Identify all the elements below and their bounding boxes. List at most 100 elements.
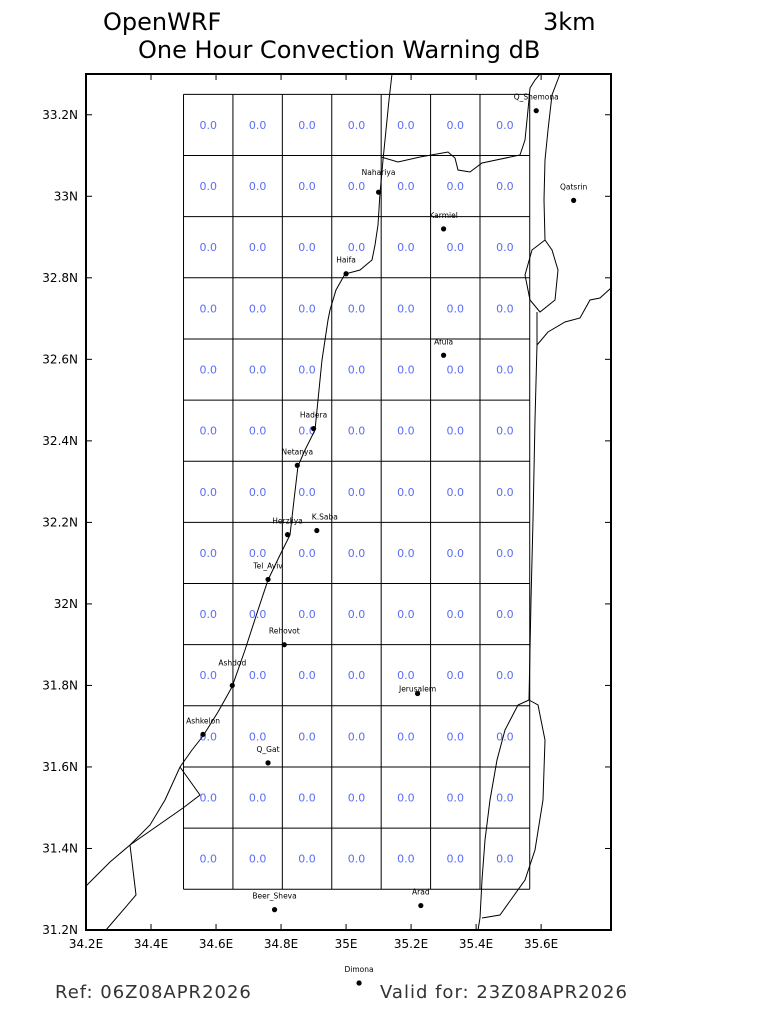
city-label: Beer_Sheva	[252, 892, 296, 901]
grid-cell-value: 0.0	[397, 119, 415, 132]
city-dot	[418, 902, 424, 909]
city-dot	[265, 576, 271, 583]
grid-cell-value: 0.0	[447, 119, 465, 132]
grid-cell-value: 0.0	[397, 547, 415, 560]
grid-cell-value: 0.0	[397, 608, 415, 621]
city-label: K.Saba	[312, 513, 338, 522]
grid-cell-value: 0.0	[298, 486, 316, 499]
grid-cell-value: 0.0	[298, 180, 316, 193]
grid-cell-value: 0.0	[249, 608, 267, 621]
grid-cell-value: 0.0	[298, 730, 316, 743]
city-dot	[294, 462, 300, 468]
city-label: Rehovot	[269, 627, 300, 636]
grid-cell-value: 0.0	[447, 486, 465, 499]
grid-cell-value: 0.0	[397, 425, 415, 438]
y-tick-label: 32.4N	[42, 434, 78, 448]
y-tick-label: 31.6N	[42, 760, 78, 774]
grid-cell-value: 0.0	[199, 669, 217, 682]
grid-cell-value: 0.0	[249, 364, 267, 377]
city-label: Jerusalem	[398, 685, 436, 694]
grid-cell-value: 0.0	[298, 364, 316, 377]
x-tick-label: 35.2E	[394, 937, 428, 951]
grid-cell-value: 0.0	[298, 669, 316, 682]
city-dot	[310, 426, 317, 432]
grid-cell-value: 0.0	[348, 180, 366, 193]
grid-cell-value: 0.0	[249, 730, 267, 743]
grid-cell-value: 0.0	[348, 119, 366, 132]
grid-cell-value: 0.0	[199, 302, 217, 315]
grid-cell-value: 0.0	[348, 547, 366, 560]
y-tick-label: 33.2N	[42, 108, 78, 122]
grid-cell-value: 0.0	[249, 119, 267, 132]
grid-cell-value: 0.0	[447, 241, 465, 254]
city-dot	[414, 690, 421, 697]
grid-cell-value: 0.0	[397, 669, 415, 682]
coastline	[528, 344, 538, 701]
grid-cell-value: 0.0	[249, 853, 267, 866]
grid-cell-value: 0.0	[348, 730, 366, 743]
grid-cell-value: 0.0	[447, 302, 465, 315]
grid-cell-value: 0.0	[496, 547, 514, 560]
grid-cell-value: 0.0	[249, 241, 267, 254]
grid-cell-value: 0.0	[249, 547, 267, 560]
grid-cell-value: 0.0	[298, 241, 316, 254]
city-label: Qatsrin	[560, 182, 588, 191]
grid-cell-value: 0.0	[496, 669, 514, 682]
grid-cell-value: 0.0	[496, 792, 514, 805]
y-tick-label: 31.4N	[42, 841, 78, 855]
city-dot	[229, 682, 235, 689]
grid-cell-value: 0.0	[447, 547, 465, 560]
y-tick-label: 31.2N	[42, 923, 78, 937]
grid-cell-value: 0.0	[199, 425, 217, 438]
grid-cell-value: 0.0	[348, 486, 366, 499]
y-tick-label: 31.8N	[42, 678, 78, 692]
grid-cell-value: 0.0	[298, 853, 316, 866]
grid-cell-value: 0.0	[249, 486, 267, 499]
grid-cell-value: 0.0	[447, 853, 465, 866]
city-label: Herzliya	[272, 517, 302, 526]
city-label: Q_Gat	[257, 745, 280, 754]
city-label: Tel_Aviv	[252, 561, 283, 570]
grid-cell-value: 0.0	[298, 547, 316, 560]
ref-time: Ref: 06Z08APR2026	[55, 982, 252, 1003]
x-tick-label: 34.6E	[199, 937, 233, 951]
grid-cell-value: 0.0	[397, 302, 415, 315]
x-tick-label: 35E	[335, 937, 358, 951]
city-dot	[571, 197, 577, 203]
grid-cell-value: 0.0	[199, 792, 217, 805]
coastline	[524, 239, 559, 313]
grid-cell-value: 0.0	[496, 425, 514, 438]
grid-cell-value: 0.0	[348, 241, 366, 254]
warning-grid: 0.0 0.0 0.0 0.0 0.0 0.0 0.0 0.0 0.0 0.0 0.0 0.0 0.0 0…	[183, 93, 531, 890]
grid-cell-value: 0.0	[199, 364, 217, 377]
grid-cell-value: 0.0	[496, 608, 514, 621]
grid-cell-value: 0.0	[496, 180, 514, 193]
grid-cell-value: 0.0	[496, 302, 514, 315]
grid-cell-value: 0.0	[249, 302, 267, 315]
city-dot	[375, 189, 382, 195]
grid-cell-value: 0.0	[397, 180, 415, 193]
grid-cell-value: 0.0	[447, 180, 465, 193]
city-label: Ashdod	[218, 658, 246, 667]
grid-cell-value: 0.0	[447, 730, 465, 743]
grid-cell-value: 0.0	[348, 608, 366, 621]
grid-cell-value: 0.0	[298, 608, 316, 621]
city-dot	[281, 642, 287, 648]
chart-title: One Hour Convection Warning dB	[138, 36, 540, 64]
valid-time: Valid for: 23Z08APR2026	[380, 982, 628, 1003]
grid-cell-value: 0.0	[447, 669, 465, 682]
grid-cell-value: 0.0	[199, 486, 217, 499]
city-dot	[314, 527, 320, 534]
city-dot	[343, 271, 349, 277]
grid-cell-value: 0.0	[447, 608, 465, 621]
grid-cell-value: 0.0	[199, 853, 217, 866]
city-label: Q_Shemona	[514, 93, 559, 102]
grid-cell-value: 0.0	[496, 119, 514, 132]
y-tick-label: 32.2N	[42, 515, 78, 529]
city-dot	[533, 108, 539, 114]
grid-cell-value: 0.0	[348, 853, 366, 866]
y-tick-label: 33N	[54, 189, 78, 203]
city-label: Arad	[412, 888, 430, 897]
y-tick-label: 32.6N	[42, 352, 78, 366]
